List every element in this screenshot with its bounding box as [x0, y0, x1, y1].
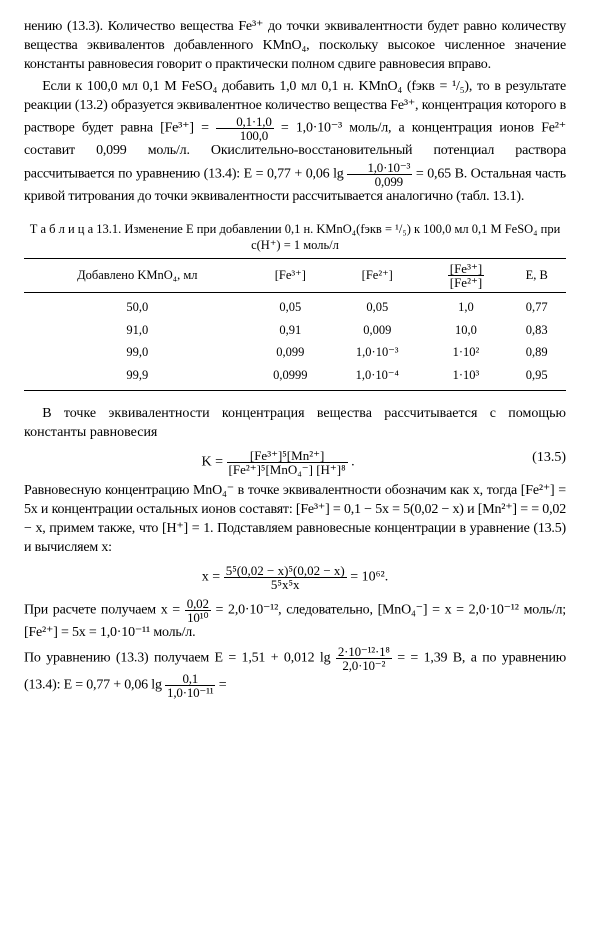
paragraph-4: Равновесную концентрацию MnO₄⁻ в точке э…	[24, 482, 566, 558]
th-E: E, В	[507, 258, 566, 292]
table-row: 50,0 0,05 0,05 1,0 0,77	[24, 292, 566, 318]
ratio-3: 0,02 10¹⁰	[185, 597, 211, 624]
table-13-1: Добавлено KMnO₄, мл [Fe³⁺] [Fe²⁺] [Fe³⁺]…	[24, 258, 566, 392]
paragraph-2: Если к 100,0 мл 0,1 М FeSO₄ добавить 1,0…	[24, 78, 566, 208]
paragraph-1: нению (13.3). Количество вещества Fe³⁺ д…	[24, 18, 566, 75]
th-fe2: [Fe²⁺]	[330, 258, 425, 292]
ratio-4: 2·10⁻¹²·1⁸ 2,0·10⁻²	[336, 645, 392, 672]
paragraph-5: При расчете получаем x = 0,02 10¹⁰ = 2,0…	[24, 597, 566, 643]
paragraph-3: В точке эквивалентности концентрация вещ…	[24, 405, 566, 443]
equation-x: x = 5⁵(0,02 − x)⁵(0,02 − x) 5⁵x⁵x = 10⁶²…	[24, 564, 566, 591]
ratio-2: 1,0·10⁻³ 0,099	[347, 161, 412, 188]
ratio-5: 0,1 1,0·10⁻¹¹	[165, 672, 215, 699]
table-row: 99,9 0,0999 1,0·10⁻⁴ 1·10³ 0,95	[24, 364, 566, 390]
th-added: Добавлено KMnO₄, мл	[24, 258, 251, 292]
th-ratio: [Fe³⁺] [Fe²⁺]	[425, 258, 508, 292]
table-row: 99,0 0,099 1,0·10⁻³ 1·10² 0,89	[24, 341, 566, 364]
paragraph-6: По уравнению (13.3) получаем E = 1,51 + …	[24, 645, 566, 699]
table-caption: Т а б л и ц а 13.1. Изменение E при доба…	[24, 221, 566, 254]
ratio-1: 0,1·1,0 100,0	[216, 115, 274, 142]
equation-13-5: K = [Fe³⁺]⁵[Mn²⁺] [Fe²⁺]⁵[MnO₄⁻] [H⁺]⁸ .…	[24, 449, 566, 476]
eq-tag: (13.5)	[532, 449, 566, 468]
th-fe3: [Fe³⁺]	[251, 258, 330, 292]
table-row: 91,0 0,91 0,009 10,0 0,83	[24, 319, 566, 342]
